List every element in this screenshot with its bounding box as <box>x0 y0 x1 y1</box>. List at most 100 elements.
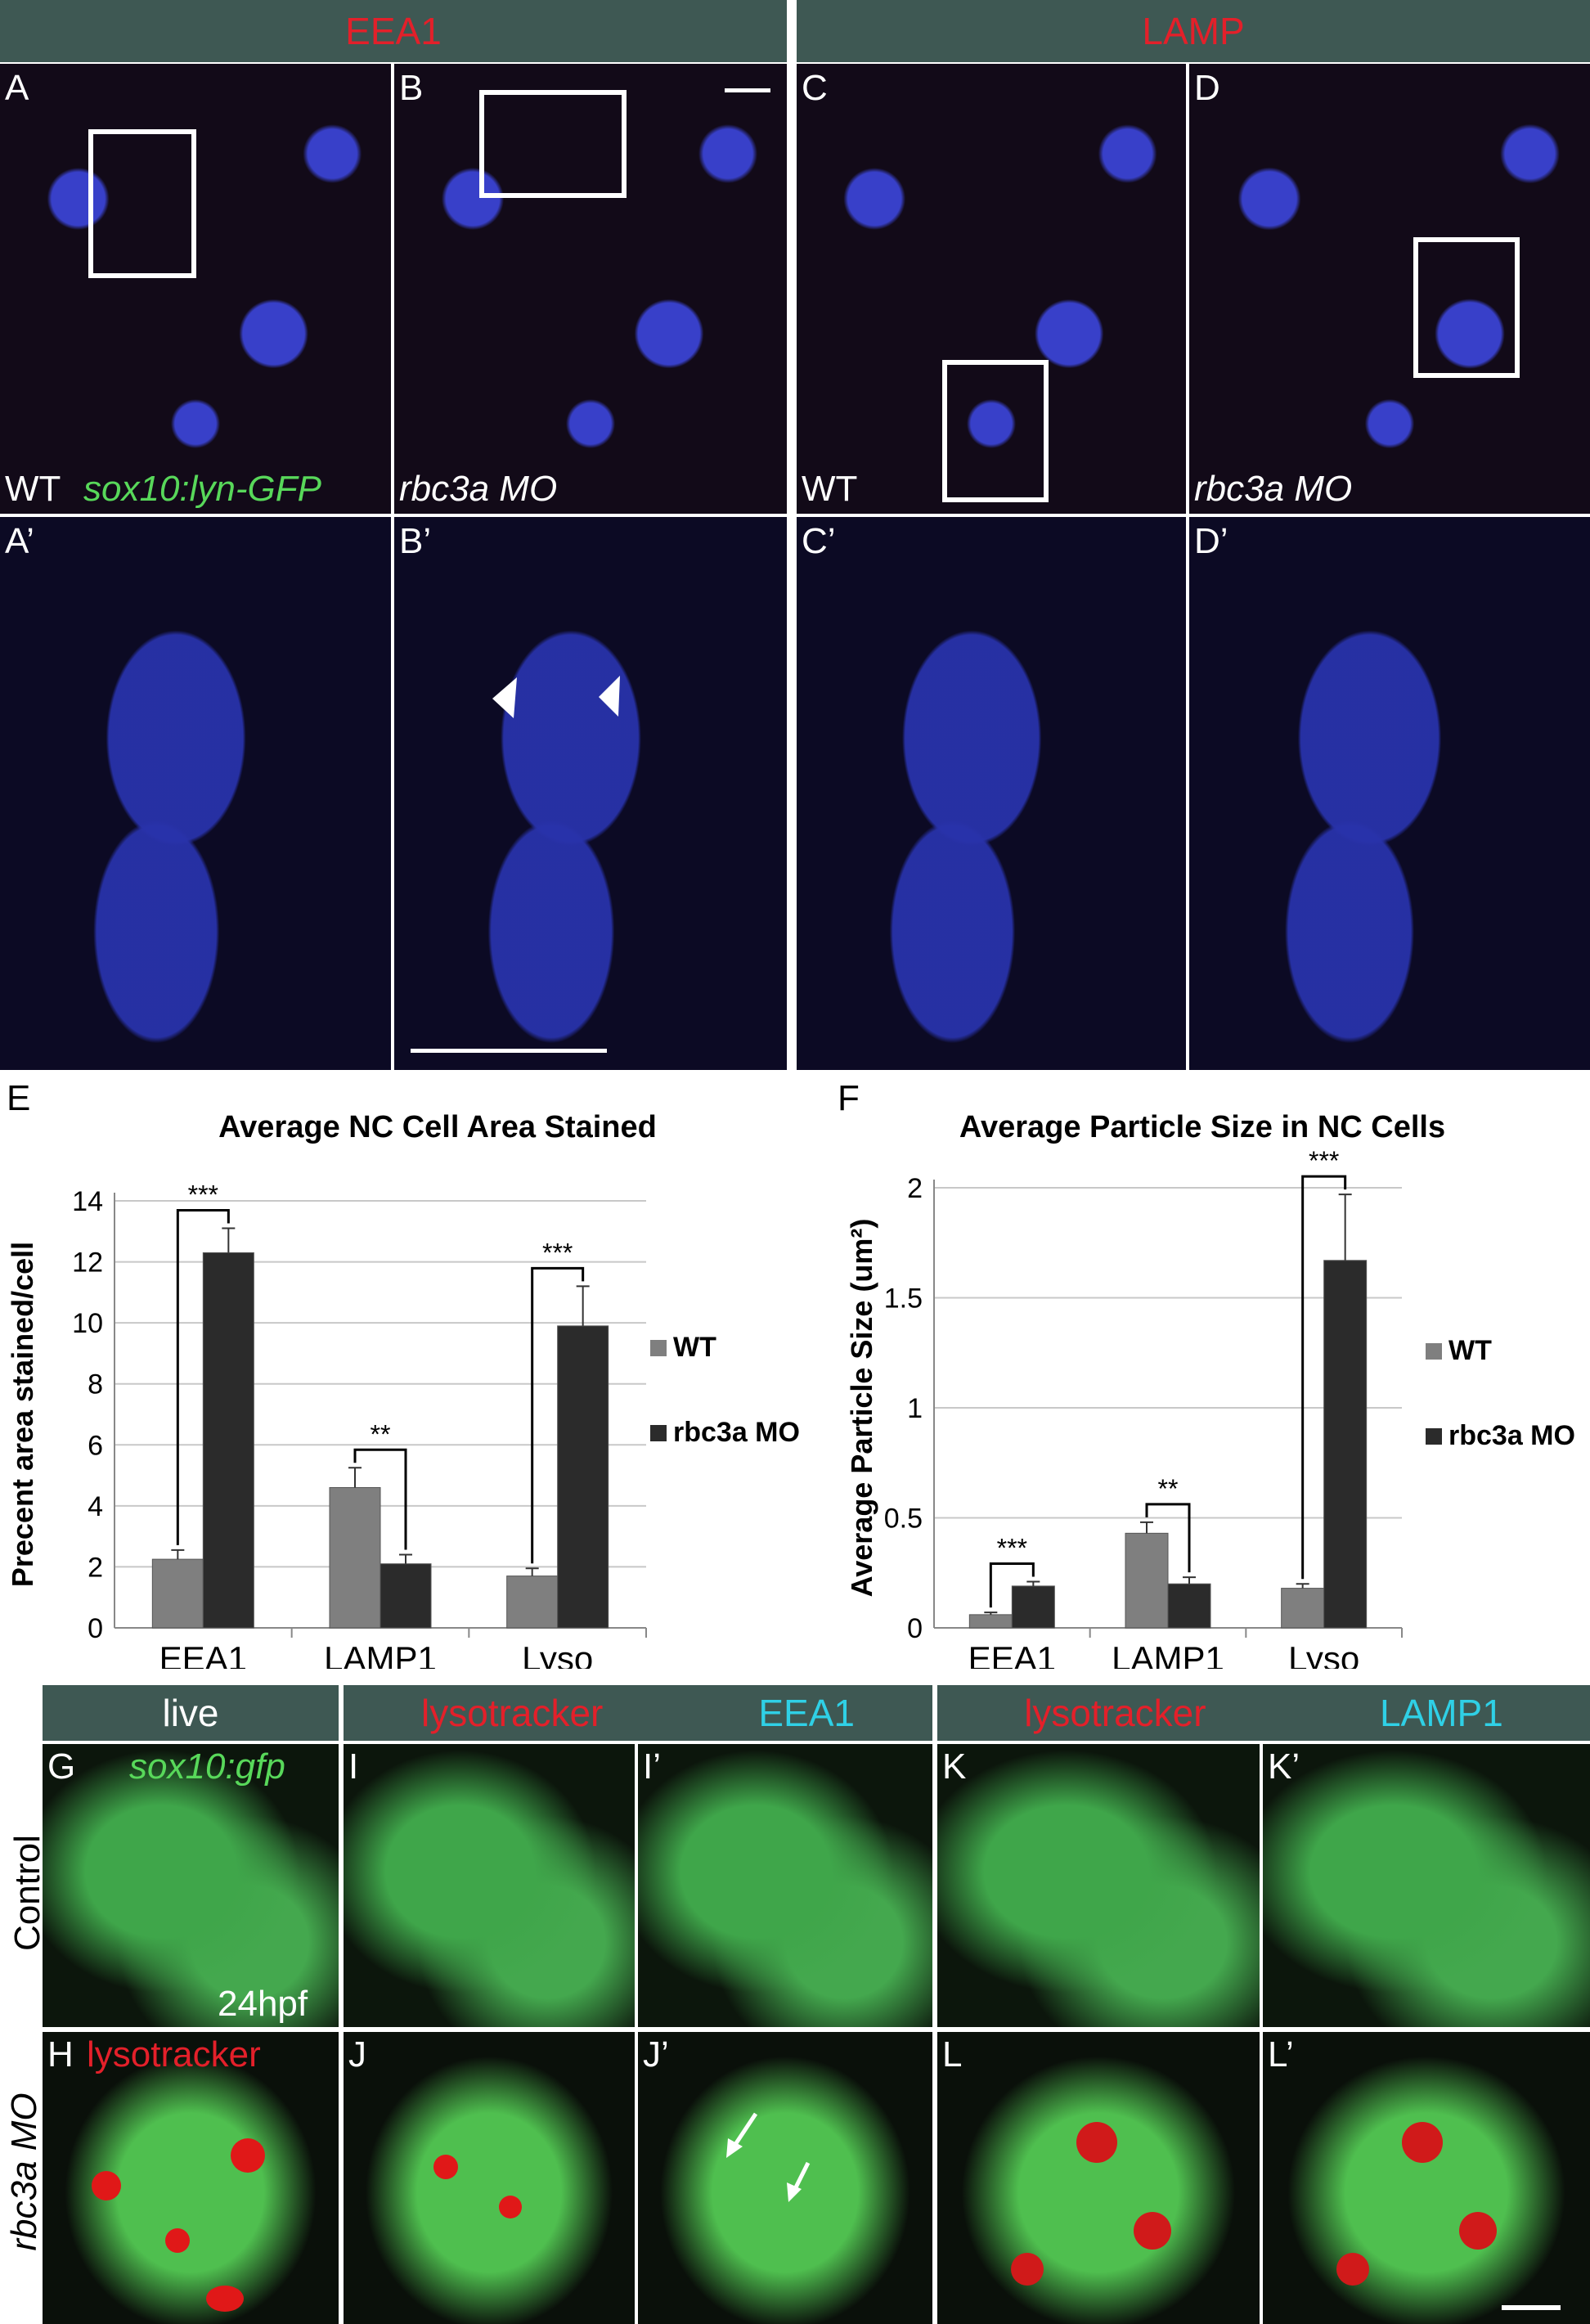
bar-wt <box>1281 1588 1325 1629</box>
bar-wt <box>329 1486 381 1629</box>
header-eea1: EEA1 <box>0 0 787 62</box>
panel-k: K <box>937 1744 1260 2027</box>
x-tick-label: EEA1 <box>968 1639 1056 1669</box>
lyso-dot <box>231 2138 265 2173</box>
x-tick-label: Lyso <box>1288 1639 1359 1669</box>
y-tick-label: 0.5 <box>884 1504 923 1535</box>
legend-swatch <box>1426 1428 1442 1445</box>
header-live: live <box>43 1685 339 1741</box>
lyso-dot <box>1459 2212 1497 2250</box>
significance-label: ** <box>371 1419 391 1449</box>
significance-bracket <box>176 1209 230 1545</box>
bar-rbc3a-mo <box>380 1563 432 1629</box>
inset-box-c <box>942 360 1049 502</box>
panel-label-c-prime: C’ <box>802 521 836 561</box>
lyso-dot <box>165 2228 190 2253</box>
x-tick-label: LAMP1 <box>324 1639 437 1669</box>
x-tick-label: EEA1 <box>159 1639 247 1669</box>
y-tick-label: 0 <box>907 1613 923 1644</box>
panel-j: J <box>344 2032 635 2324</box>
panel-label-f: F <box>838 1078 860 1118</box>
header-eea1-bottom: EEA1 <box>758 1692 855 1734</box>
arrow-1 <box>730 2112 758 2150</box>
panel-i-prime: I’ <box>638 1744 932 2027</box>
panel-label-e: E <box>7 1078 31 1118</box>
legend-label: WT <box>1449 1335 1492 1366</box>
panel-c-prime: C’ <box>797 517 1186 1070</box>
legend-label: rbc3a MO <box>1449 1420 1575 1451</box>
y-axis-label: Average Particle Size (um²) <box>845 1219 878 1598</box>
panel-g: G sox10:gfp 24hpf <box>43 1744 339 2027</box>
genotype-label-mo-d: rbc3a MO <box>1194 469 1353 509</box>
bar-wt <box>968 1614 1013 1629</box>
legend-label: WT <box>673 1332 716 1363</box>
bar-rbc3a-mo <box>202 1252 254 1629</box>
y-tick-label: 8 <box>88 1369 103 1400</box>
panel-d-prime: D’ <box>1189 517 1590 1070</box>
chart-title: Average Particle Size in NC Cells <box>959 1110 1445 1144</box>
y-tick-label: 6 <box>88 1430 103 1461</box>
y-tick-label: 1 <box>907 1393 923 1424</box>
panel-label-l: L <box>942 2034 963 2075</box>
panel-a: A WT sox10:lyn-GFP <box>0 64 391 514</box>
legend-swatch <box>650 1340 667 1356</box>
panel-label-b-prime: B’ <box>399 521 432 561</box>
panel-h: H lysotracker <box>43 2032 339 2324</box>
header-lysotracker-1: lysotracker <box>420 1692 604 1734</box>
significance-bracket <box>531 1266 585 1564</box>
y-tick-label: 2 <box>88 1552 103 1583</box>
y-tick-label: 14 <box>72 1186 103 1217</box>
x-tick-label: Lyso <box>522 1639 593 1669</box>
arrow-1-head <box>726 2138 743 2158</box>
legend-swatch <box>650 1425 667 1441</box>
bar-wt <box>151 1558 204 1629</box>
panel-c: C WT <box>797 64 1186 514</box>
panel-label-k: K <box>942 1746 967 1787</box>
header-lysotracker-lamp1: lysotracker LAMP1 <box>937 1685 1590 1741</box>
lyso-dot <box>92 2171 121 2200</box>
significance-label: ** <box>1158 1474 1179 1504</box>
genotype-label-mo-b: rbc3a MO <box>399 469 558 509</box>
significance-bracket <box>353 1448 407 1550</box>
genotype-label-wt-c: WT <box>802 469 858 509</box>
panel-label-h: H <box>47 2034 74 2075</box>
arrowheads <box>492 676 620 718</box>
panel-d: D rbc3a MO <box>1189 64 1590 514</box>
legend-label: rbc3a MO <box>673 1417 800 1448</box>
header-lamp: LAMP <box>797 0 1590 62</box>
lyso-dot <box>1134 2212 1171 2250</box>
panel-b: B rbc3a MO <box>394 64 787 514</box>
panel-i: I <box>344 1744 635 2027</box>
bar-rbc3a-mo <box>1011 1585 1055 1629</box>
bar-rbc3a-mo <box>557 1325 609 1629</box>
panel-label-l-prime: L’ <box>1268 2034 1294 2075</box>
lyso-dot <box>1402 2122 1443 2163</box>
panel-label-a-prime: A’ <box>5 521 34 561</box>
inset-box-b <box>479 90 627 198</box>
chart-title: Average NC Cell Area Stained <box>218 1110 657 1144</box>
significance-label: *** <box>1309 1146 1339 1175</box>
panel-label-d-prime: D’ <box>1194 521 1228 561</box>
arrows <box>726 2112 811 2202</box>
panel-label-a: A <box>5 68 29 108</box>
lyso-dot <box>1336 2253 1369 2286</box>
significance-bracket <box>1145 1503 1191 1573</box>
header-live-label: live <box>162 1692 219 1734</box>
significance-bracket <box>989 1562 1035 1608</box>
panel-l-prime: L’ <box>1263 2032 1590 2324</box>
panel-a-prime: A’ <box>0 517 391 1070</box>
significance-label: *** <box>542 1238 573 1267</box>
significance-label: *** <box>188 1180 218 1210</box>
chart-average-particle-size: Average Particle Size in NC Cells 0 0.5 1 1.… <box>845 1110 1575 1669</box>
panel-label-k-prime: K’ <box>1268 1746 1300 1787</box>
panel-label-j-prime: J’ <box>643 2034 669 2075</box>
arrowhead-2 <box>599 676 620 717</box>
x-tick-label: LAMP1 <box>1112 1639 1224 1669</box>
lyso-dot <box>1011 2253 1044 2286</box>
transgene-label: sox10:lyn-GFP <box>83 469 321 509</box>
scale-bar-l-prime <box>1502 2305 1561 2310</box>
y-axis-label: Precent area stained/cell <box>6 1242 39 1587</box>
chart-average-nc-cell-area: Average NC Cell Area Stained 0 2 4 6 8 10 12 14 P… <box>6 1110 800 1669</box>
stage-label: 24hpf <box>218 1984 308 2024</box>
significance-label: *** <box>997 1534 1027 1563</box>
